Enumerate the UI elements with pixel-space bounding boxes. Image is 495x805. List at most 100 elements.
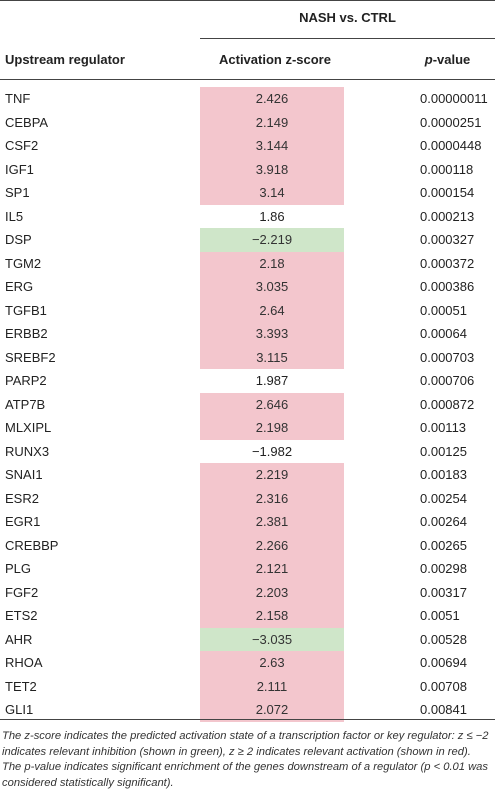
- regulator-name: FGF2: [5, 584, 39, 600]
- spacer-cell: [344, 463, 402, 487]
- pvalue-cell: 0.00528: [420, 631, 467, 647]
- column-header-zscore: Activation z-score: [219, 52, 331, 67]
- spacer-cell: [344, 87, 402, 111]
- table-row: DSP −2.219 0.000327: [0, 228, 495, 252]
- table-row: AHR −3.035 0.00528: [0, 627, 495, 652]
- zscore-cell: 1.86: [200, 204, 344, 228]
- table-row: ERG 3.035 0.000386: [0, 275, 495, 299]
- table-row: PARP2 1.987 0.000706: [0, 369, 495, 393]
- pvalue-cell: 0.0051: [420, 608, 460, 624]
- table-row: CSF2 3.144 0.0000448: [0, 134, 495, 158]
- zscore-cell: 2.64: [200, 298, 344, 322]
- regulator-name: TGM2: [5, 255, 42, 271]
- spacer-cell: [344, 604, 402, 628]
- spacer-cell: [344, 416, 402, 440]
- spacer-cell: [344, 134, 402, 158]
- regulator-name: EGR1: [5, 514, 41, 530]
- table-row: EGR1 2.381 0.00264: [0, 510, 495, 534]
- zscore-cell: 3.115: [200, 345, 344, 369]
- spacer-cell: [344, 510, 402, 534]
- regulator-name: MLXIPL: [5, 420, 52, 436]
- table-row: SREBF2 3.115 0.000703: [0, 345, 495, 370]
- zscore-cell: 2.63: [200, 651, 344, 675]
- spacer-cell: [344, 440, 402, 464]
- pvalue-cell: 0.000118: [420, 161, 474, 177]
- zscore-cell: 2.072: [200, 698, 344, 722]
- table-row: SP1 3.14 0.000154: [0, 181, 495, 205]
- table-row: CEBPA 2.149 0.0000251: [0, 110, 495, 135]
- table-row: RUNX3 −1.982 0.00125: [0, 439, 495, 464]
- pvalue-cell: 0.000372: [420, 255, 475, 271]
- pvalue-cell: 0.000154: [420, 185, 475, 201]
- table-row: ESR2 2.316 0.00254: [0, 486, 495, 511]
- zscore-cell: 2.203: [200, 580, 344, 604]
- table-row: MLXIPL 2.198 0.00113: [0, 416, 495, 440]
- regulator-name: GLI1: [5, 702, 34, 718]
- zscore-cell: 3.918: [200, 157, 344, 181]
- regulator-name: ATP7B: [5, 396, 46, 412]
- pvalue-cell: 0.000872: [420, 396, 475, 412]
- zscore-cell: 2.18: [200, 251, 344, 275]
- pvalue-cell: 0.00694: [420, 655, 467, 671]
- regulator-table: TNF 2.426 0.00000011 CEBPA 2.149 0.0000251 CSF…: [0, 87, 495, 722]
- spacer-cell: [344, 228, 402, 252]
- table-row: ATP7B 2.646 0.000872: [0, 392, 495, 416]
- regulator-name: ERG: [5, 279, 34, 295]
- pvalue-suffix: -value: [432, 52, 471, 67]
- regulator-name: AHR: [5, 631, 33, 647]
- group-header: NASH vs. CTRL: [299, 10, 396, 25]
- column-header-pvalue: p-value: [400, 52, 495, 67]
- regulator-name: TET2: [5, 678, 37, 694]
- header-rule: [0, 79, 495, 80]
- zscore-cell: 2.381: [200, 510, 344, 534]
- zscore-cell: 2.111: [200, 674, 344, 698]
- column-header-regulator: Upstream regulator: [5, 52, 125, 67]
- bottom-rule: [0, 719, 495, 720]
- regulator-name: RUNX3: [5, 443, 50, 459]
- table-row: CREBBP 2.266 0.00265: [0, 533, 495, 558]
- pvalue-cell: 0.00298: [420, 561, 467, 577]
- spacer-cell: [344, 534, 402, 558]
- pvalue-cell: 0.0000448: [420, 138, 482, 154]
- spacer-cell: [344, 322, 402, 346]
- regulator-name: TNF: [5, 91, 31, 107]
- zscore-cell: −2.219: [200, 228, 344, 252]
- regulator-name: CREBBP: [5, 537, 59, 553]
- spacer-cell: [344, 557, 402, 581]
- zscore-cell: 2.266: [200, 533, 344, 557]
- pvalue-cell: 0.00064: [420, 326, 467, 342]
- pvalue-cell: 0.000386: [420, 279, 475, 295]
- spacer-cell: [344, 487, 402, 511]
- table-row: ETS2 2.158 0.0051: [0, 604, 495, 628]
- pvalue-cell: 0.00125: [420, 443, 467, 459]
- spacer-cell: [344, 675, 402, 699]
- pvalue-cell: 0.00254: [420, 490, 467, 506]
- table-row: IL5 1.86 0.000213: [0, 204, 495, 228]
- pvalue-cell: 0.00113: [420, 420, 467, 436]
- spacer-cell: [344, 111, 402, 135]
- spacer-cell: [344, 628, 402, 652]
- pvalue-cell: 0.00051: [420, 302, 467, 318]
- pvalue-cell: 0.00000011: [420, 91, 488, 107]
- pvalue-cell: 0.00317: [420, 584, 467, 600]
- table-row: TGFB1 2.64 0.00051: [0, 298, 495, 323]
- regulator-name: RHOA: [5, 655, 43, 671]
- zscore-cell: 2.646: [200, 392, 344, 416]
- regulator-name: TGFB1: [5, 302, 47, 318]
- zscore-cell: 3.144: [200, 134, 344, 158]
- spacer-cell: [344, 299, 402, 323]
- table-row: SNAI1 2.219 0.00183: [0, 463, 495, 487]
- spacer-cell: [344, 346, 402, 370]
- zscore-cell: 2.426: [200, 87, 344, 111]
- table-body: TNF 2.426 0.00000011 CEBPA 2.149 0.0000251 CSF…: [0, 87, 495, 722]
- zscore-cell: −3.035: [200, 627, 344, 651]
- top-rule: [0, 0, 495, 1]
- regulator-name: ESR2: [5, 490, 39, 506]
- spacer-cell: [344, 158, 402, 182]
- regulator-name: SREBF2: [5, 349, 56, 365]
- pvalue-cell: 0.000703: [420, 349, 475, 365]
- pvalue-cell: 0.00183: [420, 467, 467, 483]
- pvalue-cell: 0.000327: [420, 232, 475, 248]
- regulator-name: ERBB2: [5, 326, 48, 342]
